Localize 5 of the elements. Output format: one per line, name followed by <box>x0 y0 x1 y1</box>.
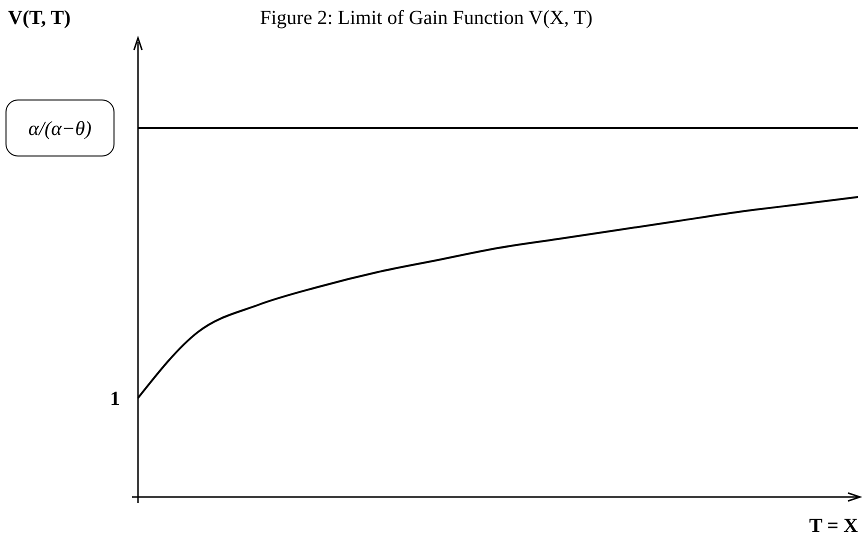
text: V(T, T) <box>8 7 71 29</box>
chart-title: Figure 2: Limit of Gain Function V(X, T) <box>260 7 593 29</box>
x-axis-title: T = X <box>809 515 859 537</box>
ref-line-label: α/(α−θ) <box>28 118 92 140</box>
text: 1 <box>110 388 120 410</box>
